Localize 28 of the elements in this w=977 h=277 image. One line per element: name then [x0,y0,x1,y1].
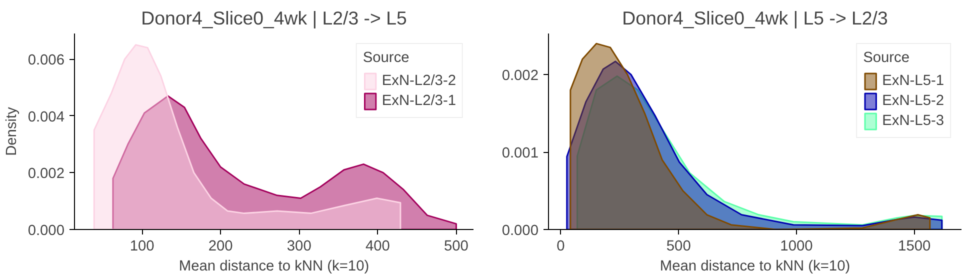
x-tick-label: 400 [365,238,390,254]
y-axis-title: Density [4,106,20,156]
chart-title: Donor4_Slice0_4wk | L2/3 -> L5 [141,8,407,28]
x-tick-label: 1500 [898,238,931,254]
x-tick-label: 1000 [780,238,813,254]
x-tick-label: 0 [556,238,565,254]
x-tick-label: 100 [130,238,154,254]
chart-title: Donor4_Slice0_4wk | L5 -> L2/3 [622,8,888,28]
y-tick-label: 0.002 [28,166,65,182]
y-tick-label: 0.002 [502,68,539,84]
y-tick-label: 0.001 [502,146,539,162]
x-axis-title: Mean distance to kNN (k=10) [178,258,370,274]
x-tick-label: 500 [666,238,691,254]
legend-label: ExN-L2/3-1 [382,93,456,109]
x-tick-label: 300 [286,238,312,254]
y-tick-label: 0.004 [28,109,65,126]
y-tick-label: 0.006 [28,52,65,69]
legend-title: Source [863,50,911,66]
x-tick-label: 200 [208,238,233,254]
legend-label: ExN-L5-2 [882,93,944,109]
legend-label: ExN-L5-1 [882,73,944,89]
legend-label: ExN-L2/3-2 [382,73,456,89]
y-tick-label: 0.000 [28,223,65,239]
legend-title: Source [362,50,410,66]
x-tick-label: 500 [444,238,468,254]
y-tick-label: 0.000 [502,223,539,239]
x-axis-title: Mean distance to kNN (k=10) [660,258,850,274]
legend-label: ExN-L5-3 [882,113,944,129]
